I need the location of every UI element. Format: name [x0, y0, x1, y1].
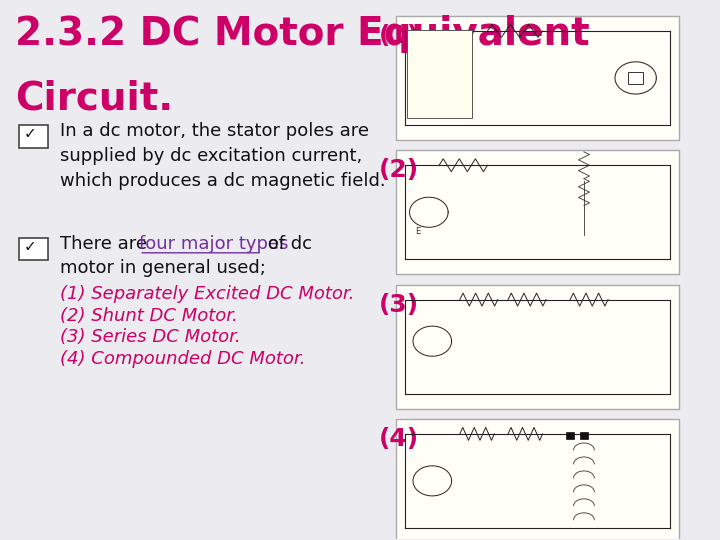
- Text: motor in general used;: motor in general used;: [60, 259, 266, 277]
- FancyBboxPatch shape: [580, 432, 588, 438]
- FancyBboxPatch shape: [19, 125, 48, 147]
- FancyBboxPatch shape: [628, 72, 643, 84]
- Text: (1): (1): [379, 24, 420, 48]
- Text: (3): (3): [379, 293, 419, 316]
- FancyBboxPatch shape: [396, 16, 679, 140]
- Text: ✓: ✓: [24, 126, 37, 141]
- Text: of dc: of dc: [262, 235, 312, 253]
- Text: E: E: [415, 227, 420, 236]
- Text: (1) Separately Excited DC Motor.: (1) Separately Excited DC Motor.: [60, 285, 354, 303]
- Text: (2): (2): [379, 158, 419, 183]
- FancyBboxPatch shape: [396, 419, 679, 540]
- Text: (2) Shunt DC Motor.: (2) Shunt DC Motor.: [60, 307, 238, 325]
- Text: There are: There are: [60, 235, 153, 253]
- Text: (4) Compounded DC Motor.: (4) Compounded DC Motor.: [60, 349, 305, 368]
- FancyBboxPatch shape: [19, 238, 48, 260]
- FancyBboxPatch shape: [396, 285, 679, 409]
- Text: (4): (4): [379, 427, 419, 451]
- FancyBboxPatch shape: [566, 432, 575, 438]
- Text: 2.3.2 DC Motor Equivalent: 2.3.2 DC Motor Equivalent: [15, 15, 590, 53]
- FancyBboxPatch shape: [396, 150, 679, 274]
- Text: four major types: four major types: [139, 235, 289, 253]
- Text: (3) Series DC Motor.: (3) Series DC Motor.: [60, 328, 240, 346]
- FancyBboxPatch shape: [407, 30, 472, 118]
- Text: Circuit.: Circuit.: [15, 79, 174, 117]
- Text: ✓: ✓: [24, 239, 37, 254]
- Text: In a dc motor, the stator poles are
supplied by dc excitation current,
which pro: In a dc motor, the stator poles are supp…: [60, 122, 386, 190]
